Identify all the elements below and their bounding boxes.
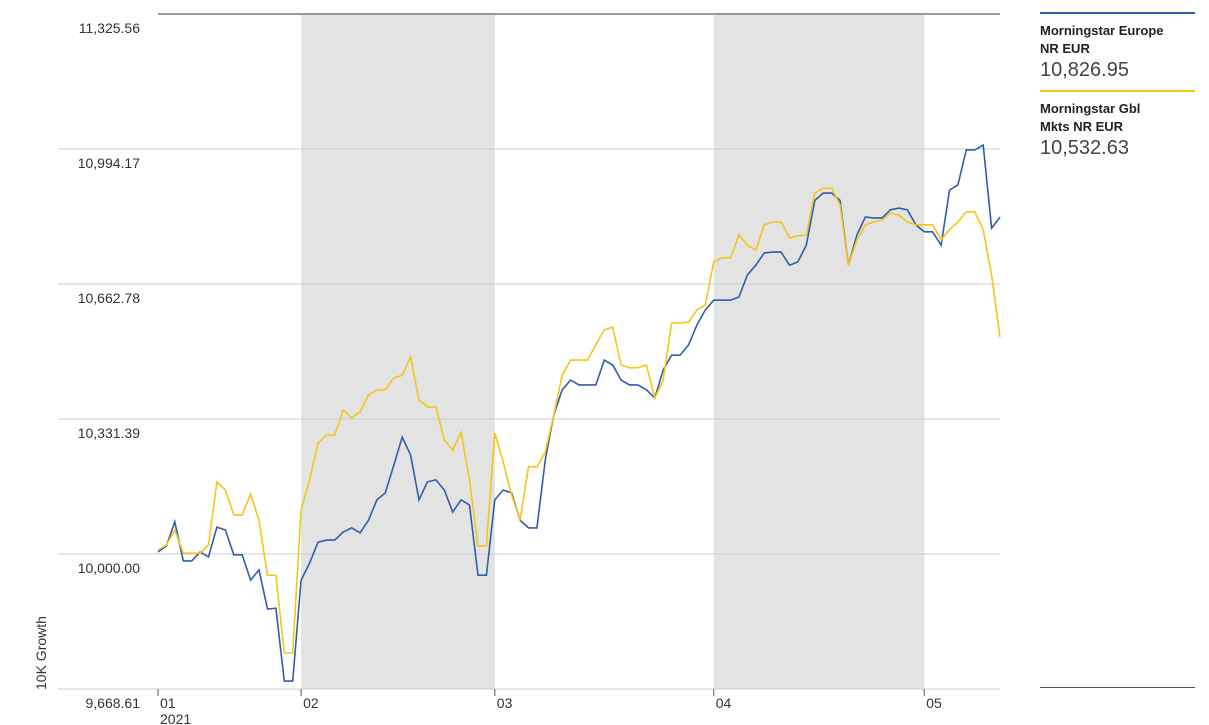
x-tick-label: 04 — [716, 695, 732, 711]
legend-rule — [1040, 687, 1195, 688]
y-tick-label: 10,000.00 — [78, 560, 140, 576]
legend-item: Morningstar Gbl Mkts NR EUR 10,532.63 — [1040, 90, 1195, 160]
x-tick-label: 03 — [497, 695, 513, 711]
legend: Morningstar Europe NR EUR 10,826.95 Mornin… — [1040, 12, 1195, 168]
legend-value: 10,826.95 — [1040, 59, 1129, 81]
legend-value: 10,532.63 — [1040, 137, 1129, 159]
series-line — [157, 187, 1001, 654]
legend-swatch — [1040, 90, 1195, 92]
year-label: 2021 — [160, 711, 191, 725]
month-band — [301, 14, 495, 689]
chart: 10K Growth 9,668.61 10,000.00 10,331.39 10,… — [33, 13, 1001, 725]
y-tick-label: 10,331.39 — [78, 425, 140, 441]
month-band — [713, 14, 925, 689]
series-line — [157, 143, 1001, 682]
y-axis-title: 10K Growth — [33, 616, 49, 690]
y-tick-label: 11,325.56 — [79, 20, 140, 36]
x-tick-label: 02 — [303, 695, 319, 711]
y-tick-label: 9,668.61 — [86, 695, 141, 711]
legend-label: Morningstar Europe NR EUR — [1040, 23, 1164, 56]
y-tick-label: 10,662.78 — [78, 290, 140, 306]
legend-item: Morningstar Europe NR EUR 10,826.95 — [1040, 12, 1195, 82]
y-tick-label: 10,994.17 — [78, 155, 140, 171]
legend-swatch — [1040, 12, 1195, 14]
legend-label: Morningstar Gbl Mkts NR EUR — [1040, 101, 1141, 134]
x-tick-label: 05 — [926, 695, 942, 711]
x-tick-label: 01 — [160, 695, 176, 711]
